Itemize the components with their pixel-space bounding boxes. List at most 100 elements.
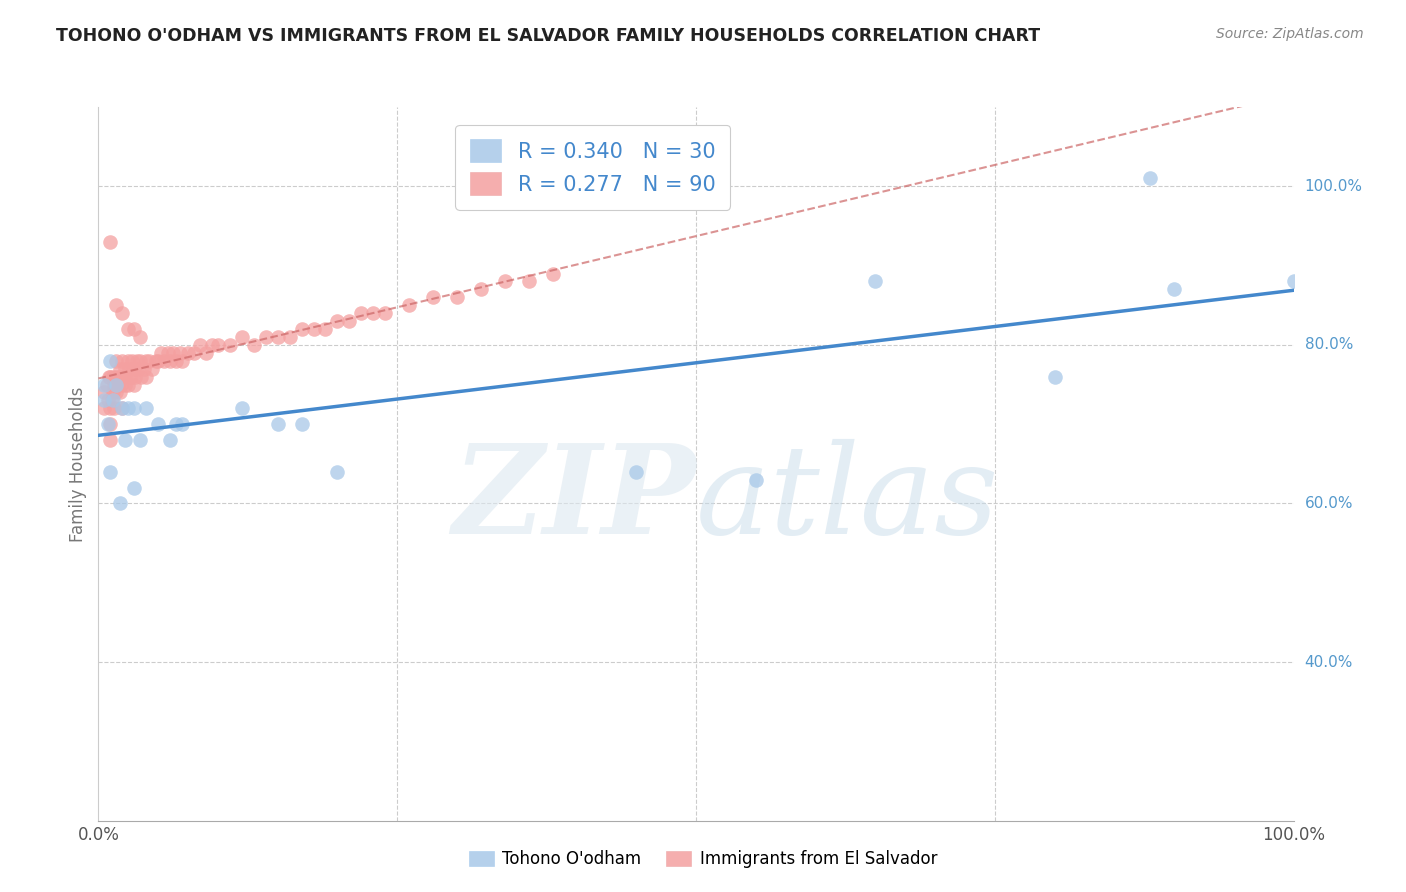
Point: [111, 369, 134, 384]
Point: [101, 385, 124, 400]
Legend: Tohono O'odham, Immigrants from El Salvador: Tohono O'odham, Immigrants from El Salva…: [463, 844, 943, 875]
Point: [105, 353, 128, 368]
Point: [207, 338, 229, 352]
Point: [541, 267, 564, 281]
Point: [93, 377, 115, 392]
Point: [129, 330, 152, 344]
Point: [131, 369, 153, 384]
Point: [93, 385, 115, 400]
Text: 80.0%: 80.0%: [1305, 337, 1353, 352]
Point: [124, 361, 146, 376]
Point: [103, 401, 125, 416]
Point: [267, 330, 290, 344]
Point: [398, 298, 420, 312]
Point: [112, 369, 135, 384]
Text: 100.0%: 100.0%: [1305, 178, 1362, 194]
Point: [169, 346, 191, 360]
Point: [117, 322, 139, 336]
Point: [278, 330, 301, 344]
Point: [101, 393, 124, 408]
Point: [165, 417, 187, 432]
Text: 40.0%: 40.0%: [1305, 655, 1353, 670]
Point: [127, 361, 149, 376]
Point: [745, 473, 768, 487]
Point: [1139, 171, 1161, 186]
Point: [135, 369, 157, 384]
Point: [103, 377, 125, 392]
Point: [121, 353, 143, 368]
Point: [153, 353, 176, 368]
Point: [124, 401, 146, 416]
Point: [117, 377, 139, 392]
Point: [138, 353, 160, 368]
Point: [124, 377, 146, 392]
Point: [93, 401, 115, 416]
Point: [339, 314, 361, 328]
Point: [1163, 282, 1185, 296]
Point: [326, 465, 349, 479]
Point: [302, 322, 325, 336]
Point: [108, 385, 131, 400]
Point: [97, 417, 120, 432]
Point: [125, 353, 148, 368]
Point: [98, 401, 122, 416]
Point: [135, 401, 157, 416]
Point: [172, 417, 194, 432]
Point: [117, 401, 139, 416]
Point: [315, 322, 337, 336]
Point: [117, 353, 139, 368]
Point: [422, 290, 444, 304]
Point: [1282, 275, 1305, 289]
Point: [177, 346, 200, 360]
Point: [374, 306, 396, 320]
Legend: R = 0.340   N = 30, R = 0.277   N = 90: R = 0.340 N = 30, R = 0.277 N = 90: [456, 125, 730, 210]
Point: [201, 338, 224, 352]
Point: [148, 353, 170, 368]
Point: [105, 377, 128, 392]
Point: [98, 369, 121, 384]
Point: [105, 369, 128, 384]
Point: [104, 377, 127, 392]
Point: [105, 298, 128, 312]
Point: [494, 275, 516, 289]
Point: [326, 314, 349, 328]
Point: [132, 361, 155, 376]
Point: [111, 401, 134, 416]
Point: [124, 481, 146, 495]
Point: [118, 361, 141, 376]
Point: [108, 496, 131, 510]
Point: [107, 377, 129, 392]
Point: [114, 377, 136, 392]
Point: [626, 465, 648, 479]
Point: [107, 369, 129, 384]
Point: [111, 306, 134, 320]
Text: Source: ZipAtlas.com: Source: ZipAtlas.com: [1216, 27, 1364, 41]
Point: [267, 417, 290, 432]
Text: atlas: atlas: [696, 439, 1000, 560]
Point: [93, 393, 115, 408]
Point: [172, 353, 194, 368]
Point: [1043, 369, 1066, 384]
Point: [98, 465, 122, 479]
Point: [162, 346, 184, 360]
Point: [159, 353, 181, 368]
Point: [156, 346, 179, 360]
Point: [111, 353, 134, 368]
Point: [98, 433, 122, 447]
Point: [865, 275, 887, 289]
Point: [98, 369, 122, 384]
Point: [111, 401, 134, 416]
Point: [183, 346, 205, 360]
Point: [470, 282, 492, 296]
Point: [188, 338, 211, 352]
Point: [254, 330, 277, 344]
Point: [149, 346, 172, 360]
Text: ZIP: ZIP: [453, 439, 696, 560]
Point: [114, 361, 136, 376]
Point: [98, 353, 122, 368]
Point: [115, 369, 138, 384]
Point: [129, 433, 152, 447]
Point: [350, 306, 373, 320]
Y-axis label: Family Households: Family Households: [69, 386, 87, 541]
Point: [110, 377, 132, 392]
